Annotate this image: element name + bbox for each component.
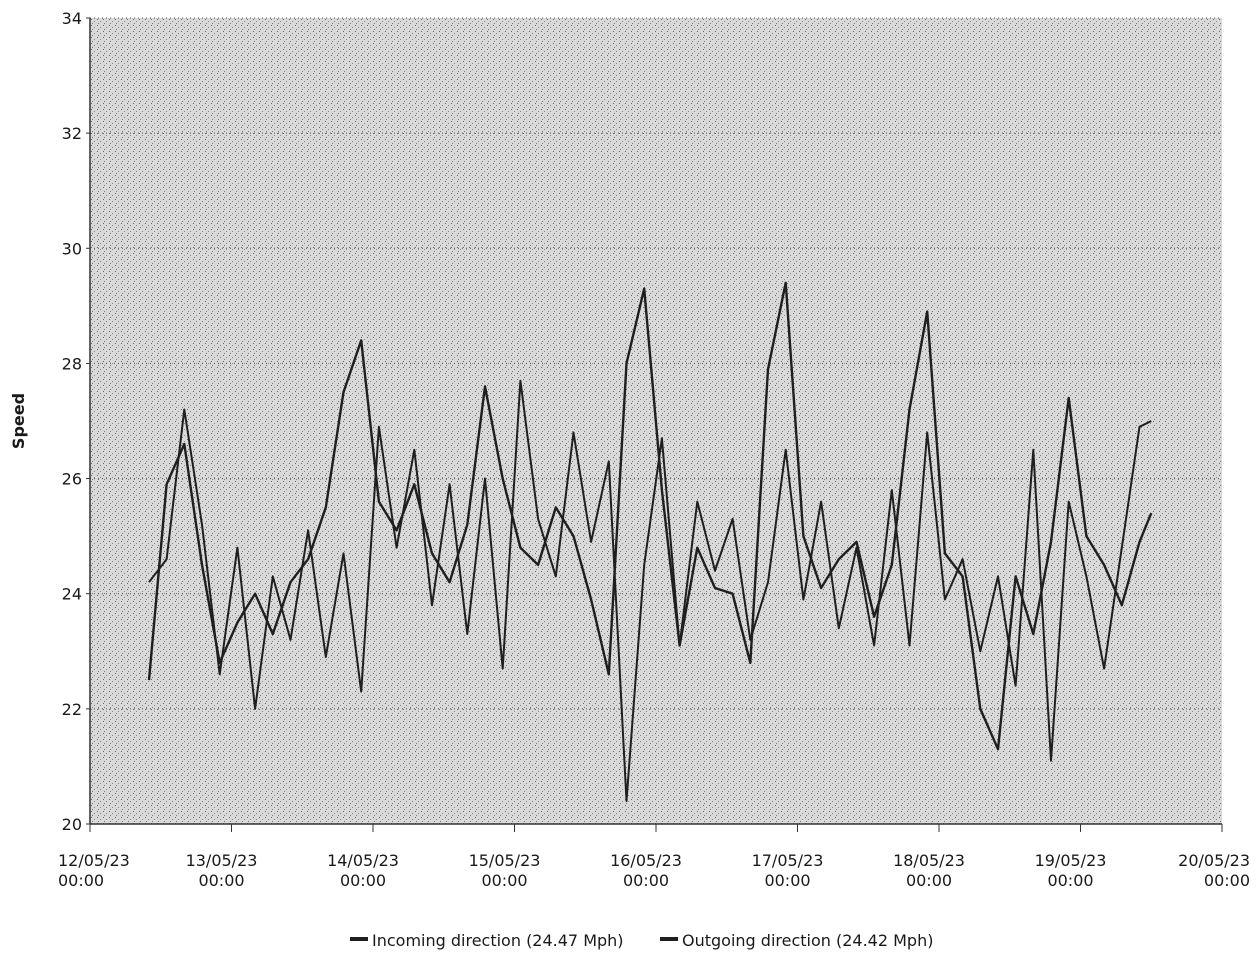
y-axis-label: Speed — [9, 393, 28, 449]
y-tick-label: 24 — [62, 585, 82, 604]
series-line-incoming — [147, 281, 1153, 751]
x-tick-date: 14/05/23 — [327, 851, 399, 870]
x-tick-time: 00:00 — [623, 871, 669, 890]
x-tick-date: 13/05/23 — [186, 851, 258, 870]
x-tick-labels: 12/05/2300:0013/05/2300:0014/05/2300:001… — [58, 824, 1250, 890]
x-tick-time: 00:00 — [481, 871, 527, 890]
legend-label: Incoming direction (24.47 Mph) — [372, 931, 624, 950]
y-tick-label: 20 — [62, 815, 82, 834]
x-tick-date: 16/05/23 — [610, 851, 682, 870]
legend-swatch — [350, 937, 368, 941]
y-tick-label: 30 — [62, 239, 82, 258]
x-tick-time: 00:00 — [58, 871, 104, 890]
y-tick-label: 26 — [62, 470, 82, 489]
x-tick-date: 15/05/23 — [469, 851, 541, 870]
y-tick-labels: 20 22 24 26 28 30 32 34 — [62, 9, 90, 834]
y-tick-label: 28 — [62, 354, 82, 373]
series-lines — [147, 281, 1153, 802]
x-tick-time: 00:00 — [1047, 871, 1093, 890]
x-tick-time: 00:00 — [1204, 871, 1250, 890]
y-tick-label: 32 — [62, 124, 82, 143]
legend-swatch — [660, 937, 678, 941]
y-tick-label: 22 — [62, 700, 82, 719]
x-tick-time: 00:00 — [340, 871, 386, 890]
x-tick-time: 00:00 — [198, 871, 244, 890]
x-tick-date: 19/05/23 — [1035, 851, 1107, 870]
x-tick-date: 12/05/23 — [58, 851, 130, 870]
x-tick-time: 00:00 — [764, 871, 810, 890]
legend-label: Outgoing direction (24.42 Mph) — [682, 931, 933, 950]
series-line-outgoing — [148, 379, 1152, 802]
x-tick-date: 17/05/23 — [752, 851, 824, 870]
legend: Incoming direction (24.47 Mph) Outgoing d… — [350, 931, 933, 950]
x-tick-time: 00:00 — [906, 871, 952, 890]
x-tick-date: 20/05/23 — [1178, 851, 1250, 870]
x-tick-date: 18/05/23 — [893, 851, 965, 870]
y-tick-label: 34 — [62, 9, 82, 28]
